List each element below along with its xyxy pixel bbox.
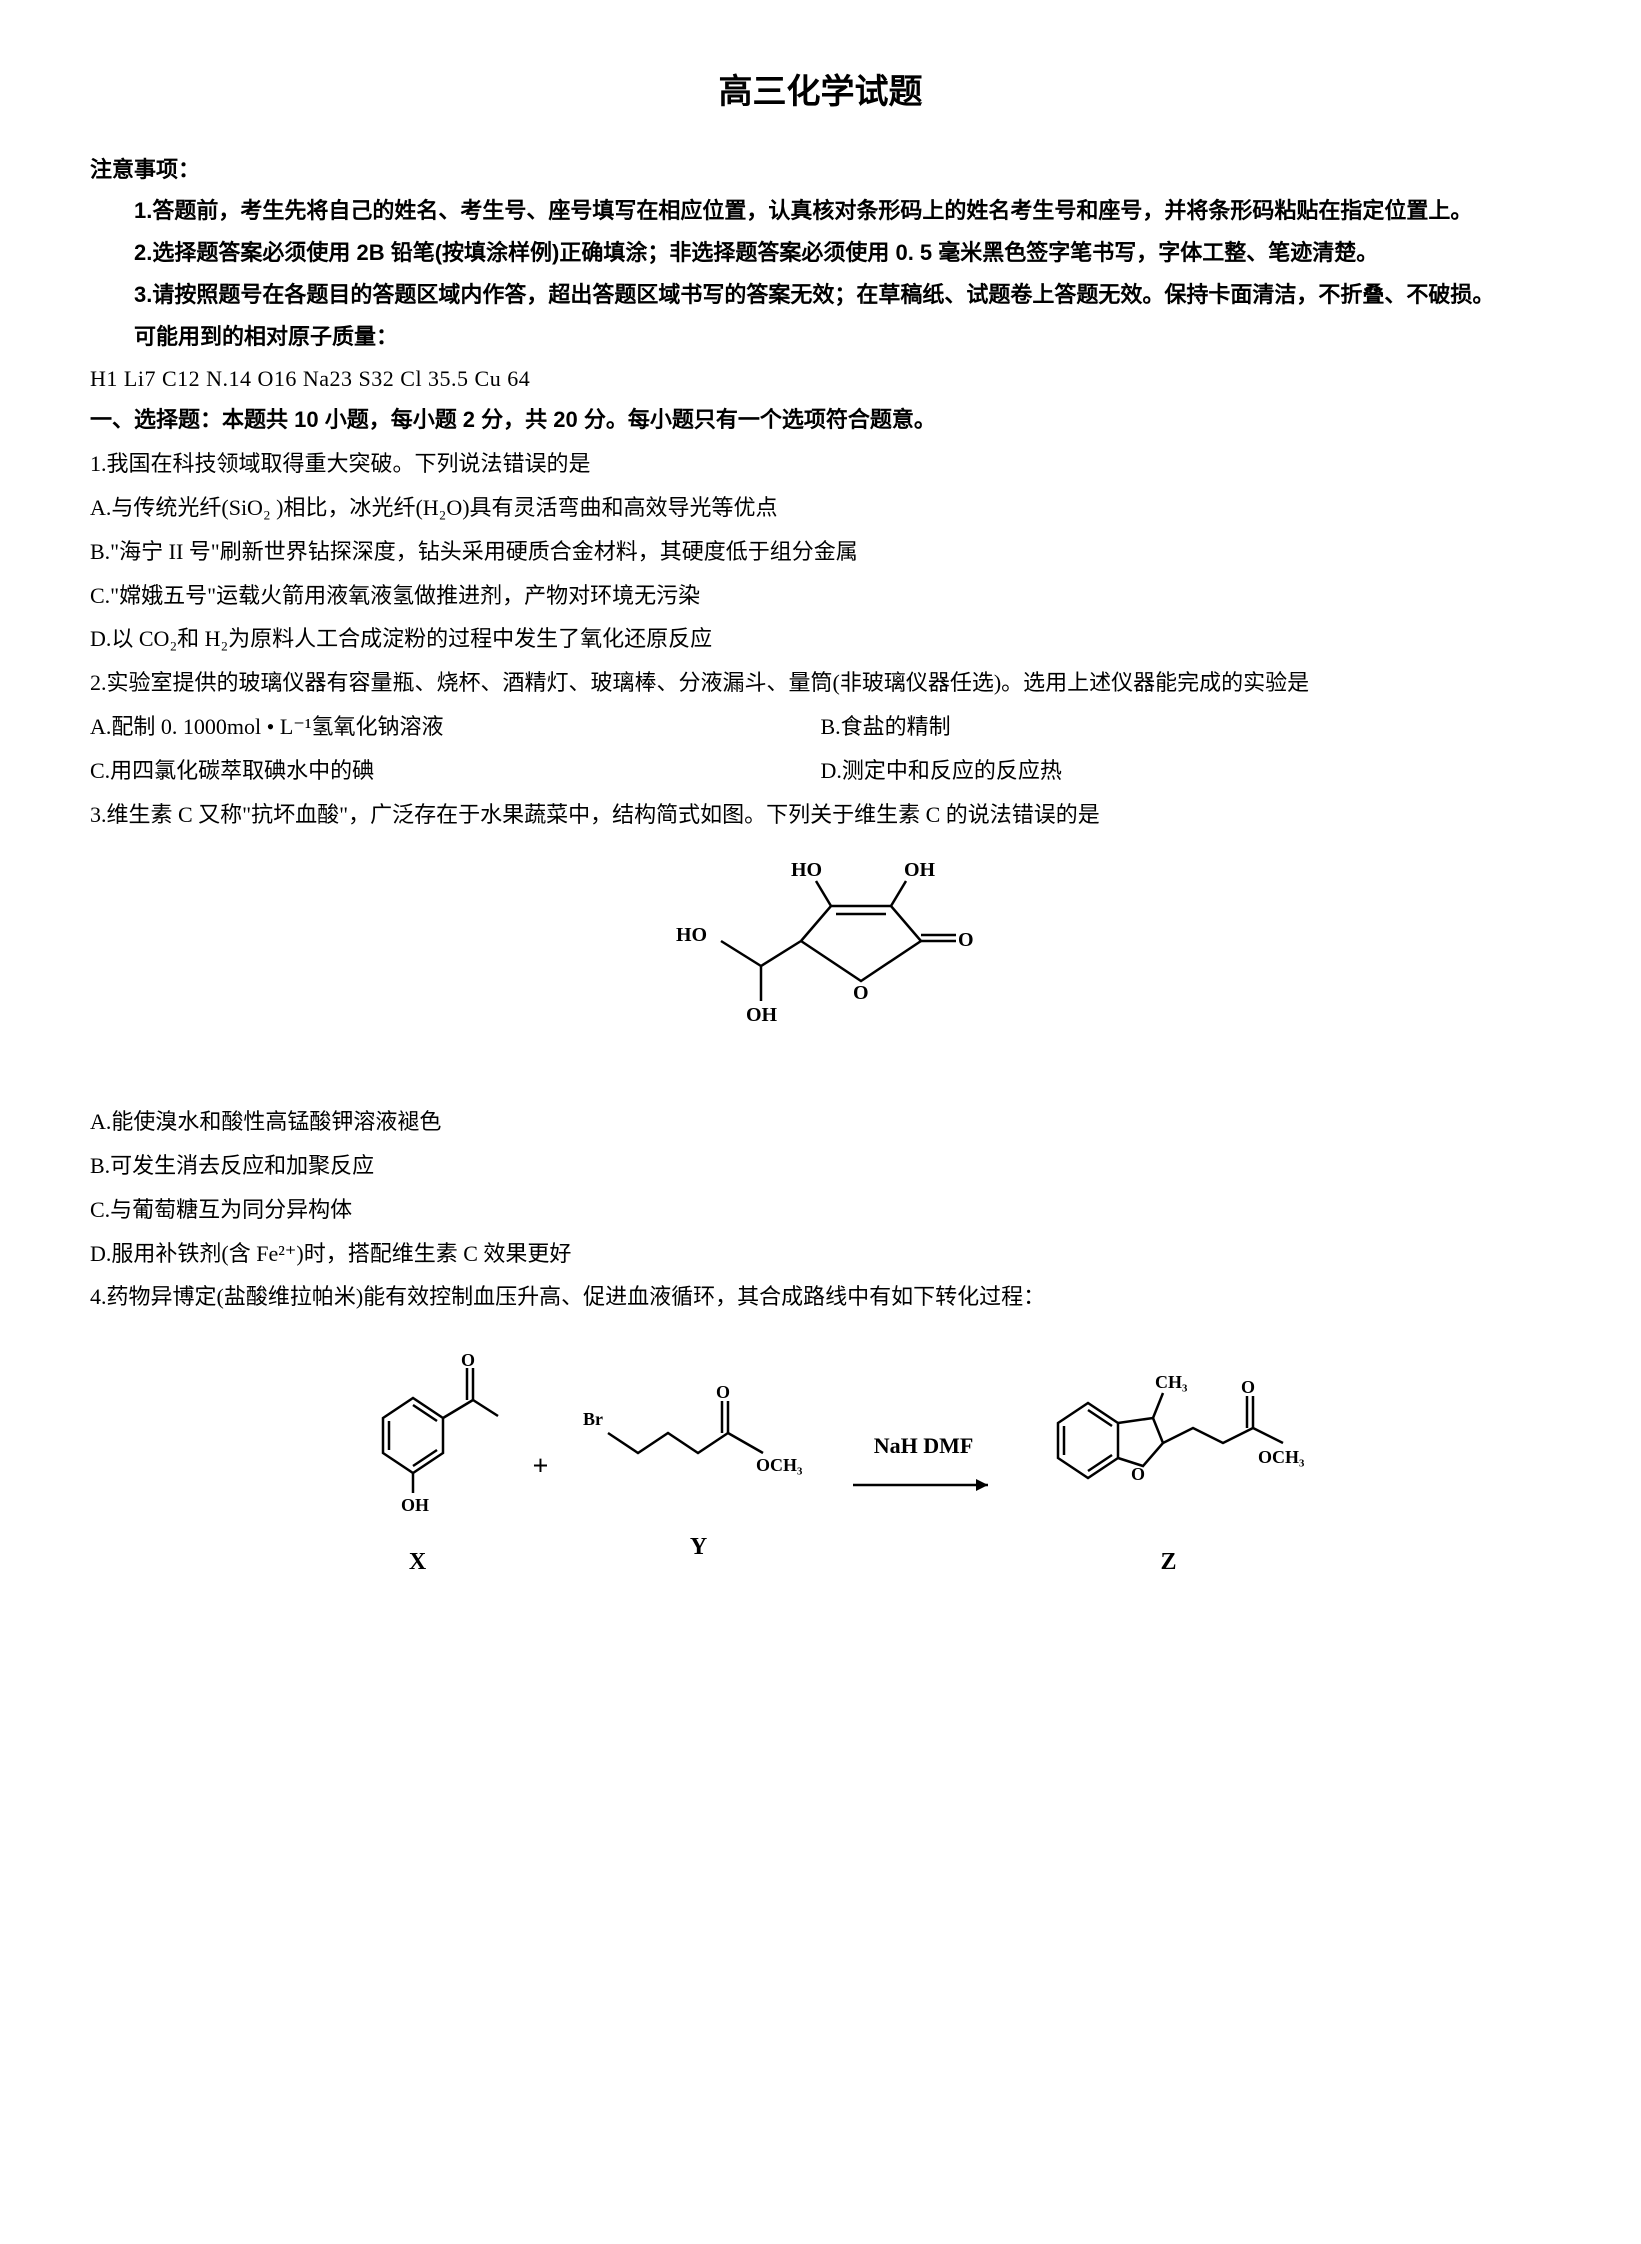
y-och3-label: OCH₃ [756, 1455, 803, 1475]
instruction-1: 1.答题前，考生先将自己的姓名、考生号、座号填写在相应位置，认真核对条形码上的姓… [90, 190, 1551, 232]
z-o-ring-label: O [1131, 1464, 1145, 1484]
question-3-option-c: C.与葡萄糖互为同分异构体 [90, 1189, 1551, 1231]
instruction-3: 3.请按照题号在各题目的答题区域内作答，超出答题区域书写的答案无效；在草稿纸、试… [90, 274, 1551, 316]
question-2-option-d: D.测定中和反应的反应热 [821, 750, 1552, 792]
instruction-2: 2.选择题答案必须使用 2B 铅笔(按填涂样例)正确填涂；非选择题答案必须使用 … [90, 232, 1551, 274]
exam-title: 高三化学试题 [90, 60, 1551, 125]
question-1-option-b: B."海宁 II 号"刷新世界钻探深度，钻头采用硬质合金材料，其硬度低于组分金属 [90, 531, 1551, 573]
z-o-carbonyl-label: O [1241, 1377, 1255, 1397]
molecule-z: CH₃ O O OCH₃ Z [1028, 1348, 1308, 1585]
vc-o-ring: O [853, 982, 869, 1004]
x-oh-label: OH [401, 1495, 429, 1515]
question-1-option-c: C."嫦娥五号"运载火箭用液氧液氢做推进剂，产物对环境无污染 [90, 575, 1551, 617]
question-2-option-c: C.用四氯化碳萃取碘水中的碘 [90, 750, 821, 792]
question-1-stem: 1.我国在科技领域取得重大突破。下列说法错误的是 [90, 443, 1551, 485]
reaction-scheme: OH O X + Br O OCH₃ Y NaH DMF [90, 1348, 1551, 1585]
vc-oh-bottom: OH [746, 1004, 778, 1026]
vc-oh-top-right: OH [904, 859, 936, 881]
notice-header: 注意事项： [90, 149, 1551, 191]
y-br-label: Br [583, 1409, 603, 1429]
z-och3-label: OCH₃ [1258, 1447, 1305, 1467]
arrow-icon [848, 1475, 998, 1495]
reaction-arrow-block: NaH DMF [848, 1425, 998, 1509]
y-label: Y [578, 1525, 818, 1571]
question-2-stem: 2.实验室提供的玻璃仪器有容量瓶、烧杯、酒精灯、玻璃棒、分液漏斗、量筒(非玻璃仪… [90, 662, 1551, 704]
z-ch3-label: CH₃ [1155, 1372, 1188, 1392]
question-1-option-a: A.与传统光纤(SiO₂ )相比，冰光纤(H₂O)具有灵活弯曲和高效导光等优点 [90, 487, 1551, 529]
x-o-label: O [461, 1350, 475, 1370]
vitamin-c-structure: HO OH HO OH O O [90, 851, 1551, 1085]
reagent-labels: NaH DMF [848, 1425, 998, 1467]
question-3-option-d: D.服用补铁剂(含 Fe²⁺)时，搭配维生素 C 效果更好 [90, 1233, 1551, 1275]
vc-ho-left: HO [676, 924, 707, 946]
vc-o-carbonyl: O [958, 929, 974, 951]
question-4-stem: 4.药物异博定(盐酸维拉帕米)能有效控制血压升高、促进血液循环，其合成路线中有如… [90, 1276, 1551, 1318]
vc-ho-top-left: HO [791, 859, 822, 881]
atomic-masses: H1 Li7 C12 N.14 O16 Na23 S32 Cl 35.5 Cu … [90, 358, 1551, 400]
question-3-option-b: B.可发生消去反应和加聚反应 [90, 1145, 1551, 1187]
molecule-y: Br O OCH₃ Y [578, 1363, 818, 1570]
atomic-mass-header: 可能用到的相对原子质量： [90, 316, 1551, 358]
z-label: Z [1028, 1540, 1308, 1586]
x-label: X [333, 1540, 503, 1586]
y-o-label: O [716, 1382, 730, 1402]
question-2-option-b: B.食盐的精制 [821, 706, 1552, 748]
molecule-x: OH O X [333, 1348, 503, 1585]
section-1-header: 一、选择题：本题共 10 小题，每小题 2 分，共 20 分。每小题只有一个选项… [90, 399, 1551, 441]
question-3-stem: 3.维生素 C 又称"抗坏血酸"，广泛存在于水果蔬菜中，结构简式如图。下列关于维… [90, 794, 1551, 836]
question-3-option-a: A.能使溴水和酸性高锰酸钾溶液褪色 [90, 1101, 1551, 1143]
question-2-option-a: A.配制 0. 1000mol • L⁻¹氢氧化钠溶液 [90, 706, 821, 748]
question-1-option-d: D.以 CO₂和 H₂为原料人工合成淀粉的过程中发生了氧化还原反应 [90, 618, 1551, 660]
plus-sign: + [533, 1440, 549, 1493]
